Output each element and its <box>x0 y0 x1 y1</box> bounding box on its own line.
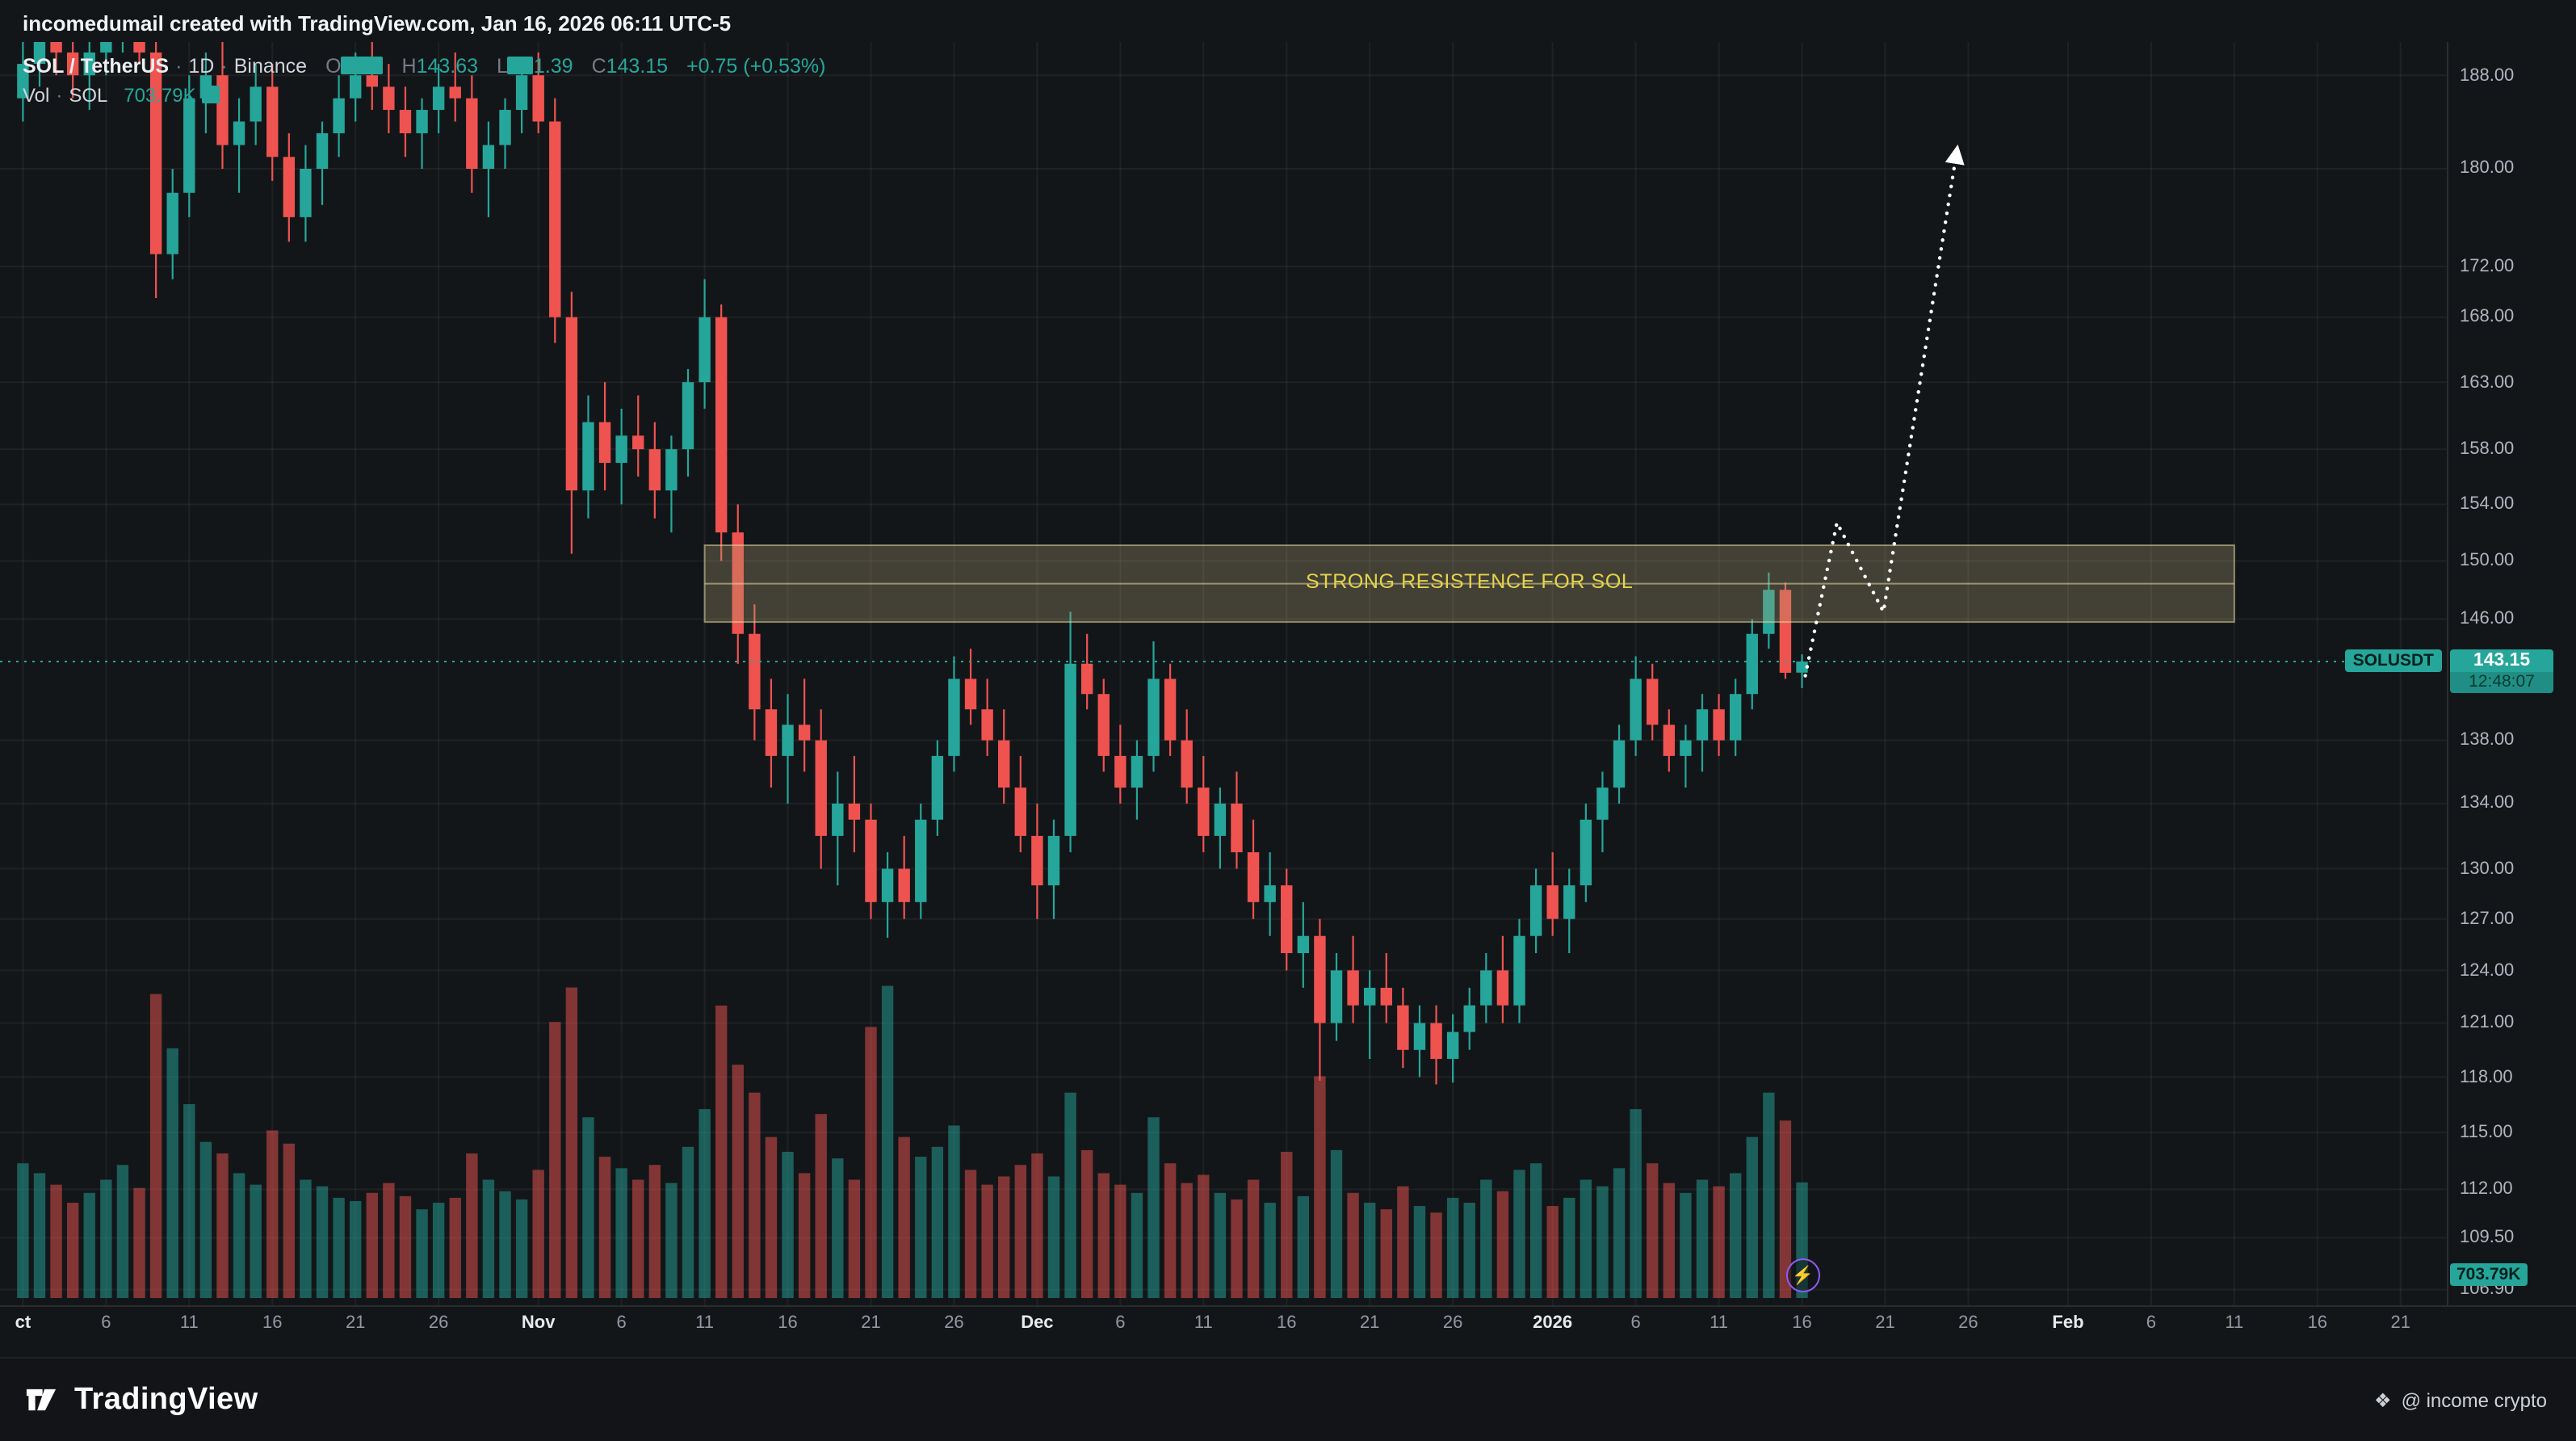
time-axis-label: 21 <box>1875 1313 1895 1333</box>
time-axis-label: Nov <box>521 1313 556 1333</box>
time-axis-label: 6 <box>616 1313 627 1333</box>
separator-dot: · <box>220 55 228 78</box>
tradingview-brand[interactable]: TradingView <box>23 1381 258 1418</box>
price-axis-label: 109.50 <box>2460 1228 2515 1248</box>
time-axis-label: ct <box>15 1313 31 1333</box>
author-credit-text: @ income crypto <box>2401 1388 2547 1411</box>
time-axis-label: 2026 <box>1533 1313 1573 1333</box>
time-axis-label: 11 <box>695 1313 714 1333</box>
price-axis-label: 146.00 <box>2460 609 2515 629</box>
timeframe-label[interactable]: 1D <box>188 55 215 78</box>
tradingview-wordmark: TradingView <box>74 1382 258 1416</box>
open-label: O <box>325 55 342 78</box>
volume-indicator-label[interactable]: Vol <box>23 84 50 107</box>
exchange-label: Binance <box>233 55 308 78</box>
projection-arrow[interactable] <box>1803 144 1965 678</box>
price-axis-label: 163.00 <box>2460 372 2515 393</box>
masked-open-value <box>341 57 384 74</box>
time-axis-label: 11 <box>2225 1313 2244 1333</box>
price-axis-label: 121.00 <box>2460 1013 2515 1033</box>
time-axis-label: 6 <box>1630 1313 1641 1333</box>
symbol-price-tag: SOLUSDT <box>2344 649 2442 673</box>
time-axis-label: 16 <box>1792 1313 1812 1333</box>
footer-bar: TradingView ❖ @ income crypto <box>0 1357 2576 1441</box>
diamond-icon: ❖ <box>2374 1388 2392 1411</box>
time-axis-label: 6 <box>2146 1313 2157 1333</box>
price-axis-label: 115.00 <box>2460 1122 2513 1142</box>
price-axis-label: 188.00 <box>2460 65 2515 86</box>
separator-dot: · <box>175 55 183 78</box>
time-axis-label: 21 <box>1359 1313 1380 1333</box>
low-value: 1.39 <box>533 55 573 78</box>
symbol-price-tag-text: SOLUSDT <box>2352 651 2434 671</box>
price-axis-label: 118.00 <box>2460 1067 2513 1087</box>
current-price-label: 143.15 12:48:07 <box>2450 649 2553 694</box>
time-axis-label: 16 <box>2307 1313 2328 1333</box>
price-axis-label: 158.00 <box>2460 439 2515 460</box>
high-value: 143.63 <box>416 55 479 78</box>
price-axis-label: 130.00 <box>2460 859 2515 879</box>
low-label: L <box>497 55 508 78</box>
time-axis-label: 26 <box>1442 1313 1463 1333</box>
bar-countdown: 12:48:07 <box>2450 672 2553 694</box>
price-axis-label: 172.00 <box>2460 257 2515 277</box>
change-value: +0.75 (+0.53%) <box>686 55 826 78</box>
annotations-layer[interactable] <box>0 144 2447 678</box>
close-label: C <box>591 55 606 78</box>
price-axis-label: 154.00 <box>2460 494 2515 515</box>
price-axis-label: 180.00 <box>2460 158 2515 179</box>
resistance-zone-label[interactable]: STRONG RESISTENCE FOR SOL <box>1306 570 1634 594</box>
time-axis-label: 16 <box>262 1313 283 1333</box>
time-axis-label: 11 <box>1194 1313 1213 1333</box>
time-axis-label: Dec <box>1021 1313 1054 1333</box>
author-credit: ❖ @ income crypto <box>2374 1388 2547 1411</box>
price-axis-label: 150.00 <box>2460 551 2515 571</box>
high-label: H <box>401 55 417 78</box>
time-axis-label: 16 <box>778 1313 798 1333</box>
attribution-bar: incomedumail created with TradingView.co… <box>0 0 2576 45</box>
volume-symbol: SOL <box>69 84 107 107</box>
symbol-title[interactable]: SOL / TetherUS <box>23 55 170 78</box>
time-axis-label: 21 <box>345 1313 366 1333</box>
price-axis-label: 112.00 <box>2460 1179 2513 1199</box>
candlestick-series[interactable] <box>17 0 1808 1085</box>
time-axis-label: Feb <box>2052 1313 2084 1333</box>
volume-value: 703.79K <box>124 84 196 107</box>
time-axis-label: 21 <box>2390 1313 2411 1333</box>
go-to-realtime-lightning-icon[interactable]: ⚡ <box>1785 1258 1820 1292</box>
attribution-text: incomedumail created with TradingView.co… <box>23 11 732 35</box>
price-axis-label: 134.00 <box>2460 793 2515 813</box>
time-axis-label: 26 <box>428 1313 449 1333</box>
current-price-value: 143.15 <box>2473 651 2531 671</box>
time-axis-label: 16 <box>1276 1313 1297 1333</box>
close-value: 143.15 <box>606 55 669 78</box>
price-axis-label: 168.00 <box>2460 307 2515 327</box>
tradingview-logo-icon <box>23 1381 60 1418</box>
time-axis-label: 6 <box>101 1313 111 1333</box>
masked-low-value <box>507 57 534 74</box>
masked-volume-value <box>202 86 220 103</box>
price-axis-label: 124.00 <box>2460 960 2515 981</box>
separator-dot: · <box>56 84 63 107</box>
time-axis-label: 26 <box>1958 1313 1978 1333</box>
current-volume-label: 703.79K <box>2450 1263 2528 1286</box>
time-axis-label: 11 <box>179 1313 199 1333</box>
grid-lines <box>0 42 2576 1307</box>
time-axis-label: 21 <box>861 1313 881 1333</box>
time-axis-label: 6 <box>1115 1313 1126 1333</box>
time-axis-label: 11 <box>1710 1313 1728 1333</box>
volume-series[interactable] <box>17 985 1808 1298</box>
chart-legend[interactable]: SOL / TetherUS · 1D · Binance O H143.63 L 1.3… <box>23 55 825 108</box>
current-volume-value: 703.79K <box>2456 1265 2521 1284</box>
price-axis-label: 127.00 <box>2460 909 2515 929</box>
time-axis-label: 26 <box>944 1313 964 1333</box>
price-axis-label: 138.00 <box>2460 730 2515 750</box>
